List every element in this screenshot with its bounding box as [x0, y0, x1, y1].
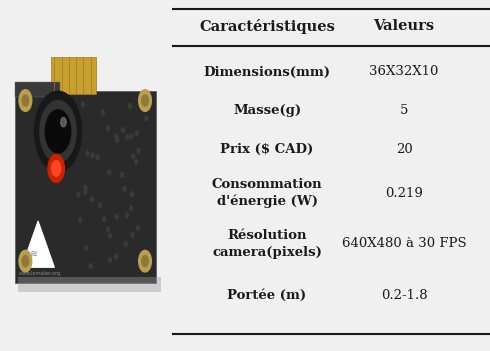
Circle shape [48, 154, 64, 183]
Circle shape [61, 118, 66, 127]
Circle shape [108, 170, 111, 175]
FancyBboxPatch shape [15, 82, 60, 98]
Text: Dimensions(mm): Dimensions(mm) [203, 65, 331, 79]
Circle shape [132, 154, 135, 159]
Circle shape [129, 104, 132, 108]
Circle shape [51, 161, 61, 176]
Circle shape [109, 258, 111, 263]
FancyBboxPatch shape [15, 91, 156, 283]
Text: 36X32X10: 36X32X10 [369, 65, 439, 79]
Circle shape [139, 90, 151, 111]
Text: 0.2-1.8: 0.2-1.8 [381, 289, 427, 302]
Circle shape [34, 91, 81, 172]
Circle shape [121, 172, 123, 178]
Circle shape [125, 213, 128, 218]
Circle shape [19, 250, 32, 272]
Text: Portée (m): Portée (m) [227, 289, 307, 302]
Circle shape [115, 134, 118, 139]
Circle shape [135, 131, 138, 135]
Circle shape [116, 137, 119, 142]
Circle shape [96, 154, 99, 159]
Circle shape [84, 190, 87, 195]
Circle shape [81, 102, 84, 107]
Circle shape [115, 254, 118, 259]
Text: Valeurs: Valeurs [373, 19, 435, 33]
Circle shape [98, 203, 101, 208]
Circle shape [22, 95, 28, 106]
Circle shape [90, 197, 93, 202]
Circle shape [85, 246, 88, 251]
Text: 640X480 à 30 FPS: 640X480 à 30 FPS [342, 237, 466, 251]
Circle shape [130, 206, 133, 211]
Circle shape [84, 186, 87, 191]
Text: Résolution
camera(pixels): Résolution camera(pixels) [212, 229, 322, 259]
Circle shape [142, 95, 148, 106]
Circle shape [89, 264, 92, 269]
Circle shape [124, 241, 127, 246]
Text: Consommation
d'énergie (W): Consommation d'énergie (W) [212, 178, 322, 208]
Circle shape [122, 128, 124, 133]
Polygon shape [22, 221, 54, 267]
Circle shape [131, 232, 134, 237]
Circle shape [109, 233, 112, 238]
Circle shape [77, 192, 80, 197]
Circle shape [45, 110, 71, 153]
Circle shape [103, 217, 106, 222]
FancyBboxPatch shape [51, 57, 96, 94]
Circle shape [126, 135, 129, 140]
Circle shape [106, 126, 109, 131]
Circle shape [137, 226, 140, 231]
Circle shape [107, 227, 110, 232]
Circle shape [139, 250, 151, 272]
FancyBboxPatch shape [18, 277, 161, 292]
Circle shape [135, 159, 138, 164]
Circle shape [131, 192, 134, 197]
Circle shape [145, 116, 148, 121]
Text: Masse(g): Masse(g) [233, 104, 301, 117]
Circle shape [123, 186, 126, 191]
Circle shape [101, 110, 104, 115]
Circle shape [137, 148, 140, 153]
Circle shape [22, 256, 28, 267]
Circle shape [91, 153, 94, 158]
Circle shape [142, 256, 148, 267]
Circle shape [79, 218, 82, 223]
Text: 0.219: 0.219 [385, 186, 423, 200]
Text: 5: 5 [400, 104, 408, 117]
Circle shape [115, 214, 118, 219]
Circle shape [86, 151, 89, 156]
Circle shape [19, 90, 32, 111]
Text: Caractéristiques: Caractéristiques [199, 19, 335, 34]
Text: ≋: ≋ [29, 249, 38, 258]
Text: www.lemaker.org: www.lemaker.org [19, 271, 61, 276]
Text: 20: 20 [395, 143, 413, 156]
Text: Prix ($ CAD): Prix ($ CAD) [220, 143, 314, 156]
Circle shape [130, 134, 133, 139]
Circle shape [40, 100, 76, 162]
